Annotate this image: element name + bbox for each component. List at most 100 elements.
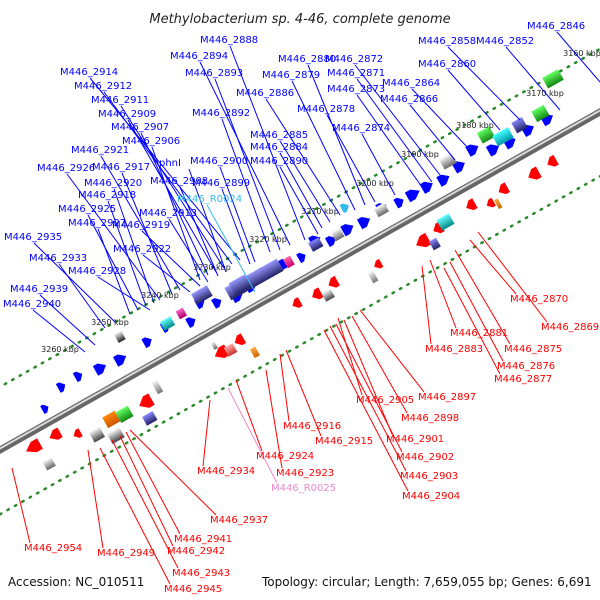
leader-line (179, 186, 219, 277)
forward-gene-arrow (141, 337, 152, 349)
leader-line (120, 105, 225, 269)
leader-line (454, 249, 511, 345)
leader-line (429, 259, 457, 329)
gene-label-forward: M446_2866 (380, 94, 438, 105)
scale-tick: 3230 kbp (193, 263, 231, 272)
gene-label-forward: M446_2911 (91, 95, 149, 106)
grey-feature-block (113, 330, 126, 343)
leader-line (97, 276, 151, 311)
leader-line (356, 94, 425, 191)
gene-label-reverse: M446_2876 (497, 361, 555, 372)
gene-label-reverse: M446_2869 (541, 322, 599, 333)
purple-feature-block (308, 237, 324, 252)
leader-line (449, 261, 504, 362)
accession-text: Accession: NC_010511 (8, 575, 144, 589)
gene-label-reverse: M446_2934 (197, 466, 255, 477)
forward-gene-arrow (404, 189, 420, 203)
scale-tick: 3260 kbp (41, 345, 79, 354)
leader-line (326, 114, 376, 203)
gene-label-reverse: M446_2905 (356, 395, 414, 406)
leader-line (221, 188, 251, 265)
forward-gene-arrow (324, 236, 337, 247)
cyan-feature-block (492, 127, 514, 147)
grey-feature-block (210, 340, 218, 350)
leader-line (235, 379, 263, 452)
forward-gene-arrow (296, 252, 306, 264)
reverse-gene-arrow (26, 438, 43, 453)
leader-line (111, 439, 179, 569)
gene-label-forward: M446_2874 (332, 123, 390, 134)
purple-feature-block (191, 285, 213, 305)
leader-line (505, 46, 561, 111)
scale-tick: 3160 kbp (563, 49, 600, 58)
leader-line (221, 118, 271, 253)
gene-label-forward: M446_2928 (68, 266, 126, 277)
gene-label-reverse: M446_2945 (164, 584, 222, 595)
forward-gene-arrow (112, 354, 127, 367)
leader-line (343, 319, 393, 435)
reverse-gene-arrow (433, 221, 445, 234)
scale-ticks: 3160 kbp 3170 kbp 3180 kbp 3190 kbp 3200 kbp… (41, 49, 600, 354)
cyan-feature-block (436, 213, 455, 231)
forward-gene-arrow (40, 404, 49, 414)
leader-line (469, 239, 517, 295)
gene-label-forward: M446_2909 (98, 109, 156, 120)
cyan-feature-block (159, 316, 176, 331)
leader-line (411, 88, 471, 151)
gene-label-forward: M446_2873 (327, 84, 385, 95)
scale-tick-label: 3230 kbp (193, 263, 231, 272)
green-feature-block (115, 405, 134, 423)
gene-label-reverse: M446_2870 (510, 294, 568, 305)
gene-label-forward: M446_2922 (113, 244, 171, 255)
leader-line (202, 399, 211, 467)
leader-line (556, 31, 600, 83)
genome-backbone (0, 107, 600, 455)
leader-line (409, 104, 456, 161)
gene-label-forward: M446_2912 (74, 81, 132, 92)
grey-feature-block (151, 379, 164, 395)
gene-label-forward: M446_2860 (418, 59, 476, 70)
genome-summary-text: Topology: circular; Length: 7,659,055 bp… (261, 575, 592, 589)
leader-line (279, 152, 323, 229)
grey-feature-block (88, 426, 106, 443)
forward-gene-arrow (485, 144, 500, 157)
reverse-gene-arrow (214, 344, 230, 358)
reverse-gene-arrow (49, 427, 63, 440)
reverse-gene-arrow (312, 287, 324, 300)
gene-label-forward: M446_2894 (170, 51, 228, 62)
gene-label-reverse: M446_2937 (210, 515, 268, 526)
leader-line (307, 64, 366, 206)
leader-line (121, 172, 173, 295)
forward-gene-arrow (185, 317, 196, 328)
leader-line (206, 204, 256, 293)
gene-label-forward: M446_2918 (78, 190, 136, 201)
leader-line (141, 230, 201, 287)
gene-label-reverse: M446_2924 (256, 451, 314, 462)
gene-label-reverse: M446_2901 (386, 434, 444, 445)
purple-feature-block (228, 274, 252, 296)
leader-line (89, 77, 241, 261)
reverse-gene-arrow (234, 333, 247, 346)
reverse-gene-arrow (73, 428, 83, 438)
leader-line (291, 80, 356, 211)
scale-tick-label: 3200 kbp (356, 179, 394, 188)
leader-line (127, 119, 217, 273)
leader-line (361, 133, 396, 196)
gene-label-forward: M446_2926 (37, 163, 95, 174)
green-feature-block (531, 104, 550, 123)
gene-label-forward: M446_2907 (111, 122, 169, 133)
leader-line (323, 329, 409, 492)
leader-line (66, 173, 161, 301)
leader-line (33, 242, 116, 323)
gene-label-forward: M446_2914 (60, 67, 118, 78)
scale-tick-label: 3160 kbp (563, 49, 600, 58)
forward-gene-arrow (419, 181, 433, 194)
scale-tick-label: 3190 kbp (401, 150, 439, 159)
leader-line (335, 323, 403, 453)
gene-label-forward: M446_2871 (327, 68, 385, 79)
leader-line (329, 325, 407, 472)
leader-line (97, 228, 131, 315)
grey-feature-block (330, 227, 345, 242)
